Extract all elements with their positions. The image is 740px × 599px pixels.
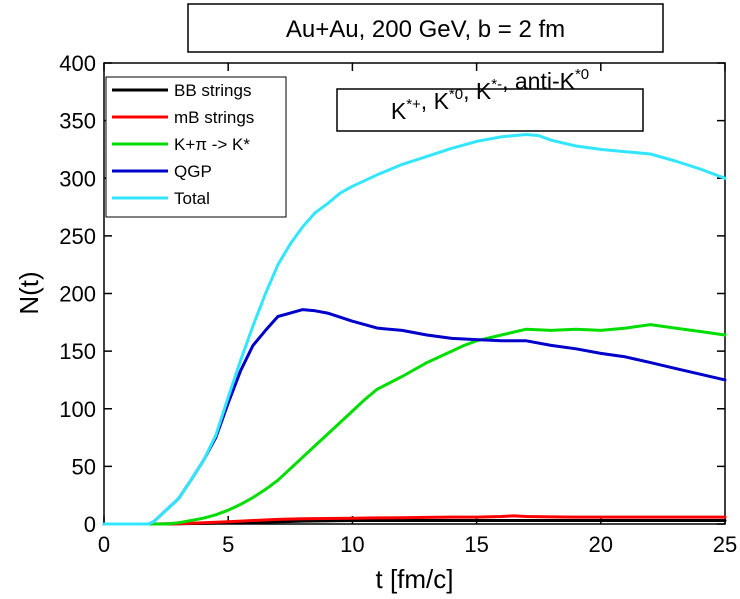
species-label: K*+, K*0, K*-, anti-K*0 bbox=[391, 66, 589, 124]
legend-label: mB strings bbox=[174, 108, 254, 127]
y-tick-label: 300 bbox=[59, 166, 96, 191]
x-tick-label: 10 bbox=[340, 532, 364, 557]
y-tick-label: 100 bbox=[59, 397, 96, 422]
species-box: K*+, K*0, K*-, anti-K*0 bbox=[336, 66, 644, 132]
y-tick-label: 350 bbox=[59, 109, 96, 134]
series-line-mb-strings bbox=[102, 514, 727, 526]
x-tick-label: 15 bbox=[464, 532, 488, 557]
legend-label: QGP bbox=[174, 162, 212, 181]
y-tick-label: 200 bbox=[59, 282, 96, 307]
y-axis-title: N(t) bbox=[14, 271, 44, 314]
y-tick-label: 50 bbox=[72, 454, 96, 479]
series-line-qgp bbox=[102, 308, 727, 526]
y-tick-label: 400 bbox=[59, 51, 96, 76]
legend-frame bbox=[105, 76, 287, 218]
legend-label: BB strings bbox=[174, 81, 251, 100]
legend-label: K+π -> K* bbox=[174, 135, 250, 154]
title-frame bbox=[187, 3, 664, 53]
species-frame bbox=[336, 88, 644, 132]
series-line-k-k bbox=[102, 323, 727, 526]
title-box: Au+Au, 200 GeV, b = 2 fm bbox=[187, 3, 664, 53]
x-tick-label: 5 bbox=[222, 532, 234, 557]
x-tick-label: 25 bbox=[713, 532, 737, 557]
x-tick-label: 0 bbox=[98, 532, 110, 557]
series-line-total bbox=[102, 133, 727, 526]
series-lines bbox=[102, 133, 727, 526]
x-tick-label: 20 bbox=[589, 532, 613, 557]
y-tick-label: 0 bbox=[84, 512, 96, 537]
y-tick-label: 250 bbox=[59, 224, 96, 249]
chart-title: Au+Au, 200 GeV, b = 2 fm bbox=[286, 16, 565, 43]
legend-label: Total bbox=[174, 189, 210, 208]
legend: BB strings mB strings K+π -> K* QGP Total bbox=[105, 76, 287, 218]
y-tick-label: 150 bbox=[59, 339, 96, 364]
x-axis-title: t [fm/c] bbox=[376, 564, 454, 594]
